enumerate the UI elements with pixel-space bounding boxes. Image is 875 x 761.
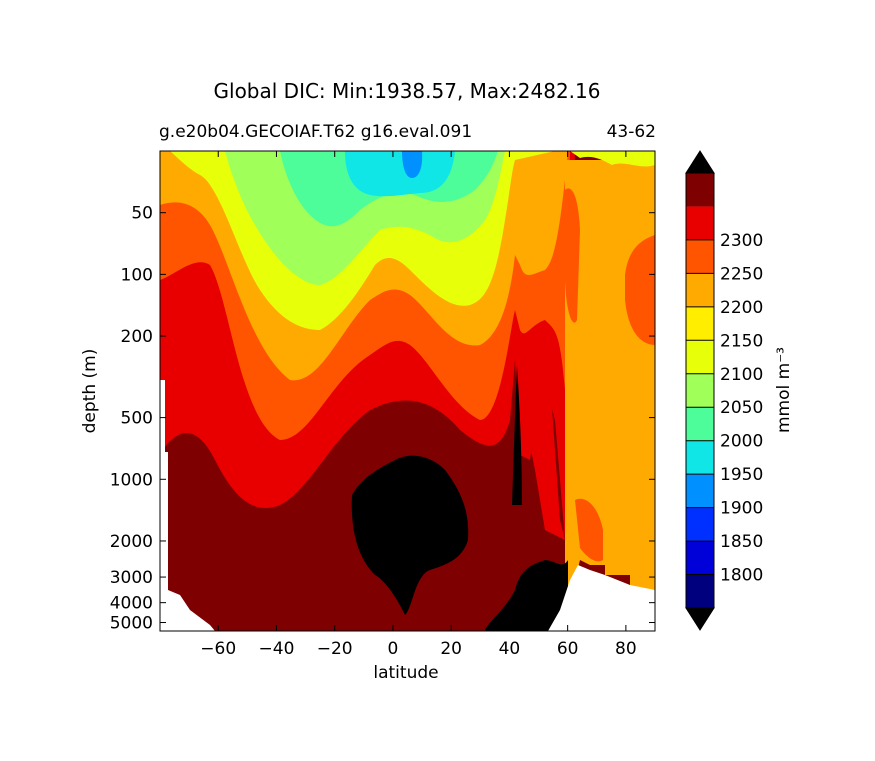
x-tick-label: 60: [557, 639, 579, 659]
colorbar-segment: [686, 239, 714, 274]
arctic-band-2250: [625, 235, 655, 345]
colorbar-segment: [686, 440, 714, 475]
core-extreme-deep: [351, 455, 469, 615]
chart-title: Global DIC: Min:1938.57, Max:2482.16: [214, 79, 601, 103]
y-tick-label: 100: [121, 265, 153, 285]
colorbar-tick-label: 2200: [720, 298, 763, 318]
y-tick-label: 200: [121, 327, 153, 347]
bathymetry-mask-arctic: [548, 565, 655, 631]
plot-area: [160, 151, 655, 631]
colorbar-segment: [686, 173, 714, 207]
core-extreme-north: [485, 560, 568, 631]
x-tick-label: 40: [499, 639, 521, 659]
colorbar-frame: [685, 172, 715, 609]
colorbar-segment: [686, 306, 714, 341]
colorbar-tick-label: 2100: [720, 365, 763, 385]
x-tick-label: −20: [317, 639, 353, 659]
x-tick-label: 80: [615, 639, 637, 659]
colorbar-segment: [686, 340, 714, 374]
colorbar-segment: [686, 273, 714, 307]
y-axis-label: depth (m): [80, 349, 100, 434]
x-tick-label: 0: [388, 639, 399, 659]
arctic-band-2150: [570, 151, 655, 167]
colorbar-tick-label: 2250: [720, 264, 763, 284]
plot-frame: [159, 150, 656, 632]
y-tick-label: 50: [131, 204, 153, 224]
bathymetry-mask: [160, 452, 215, 631]
y-tick-label: 4000: [110, 594, 153, 614]
colorbar-tick-label: 1950: [720, 465, 763, 485]
colorbar-tick-label: 2300: [720, 231, 763, 251]
chart-subtitle-left: g.e20b04.GECOIAF.T62 g16.eval.091: [159, 122, 472, 142]
colorbar-tick-label: 1800: [720, 566, 763, 586]
colorbar-tick-label: 1900: [720, 499, 763, 519]
core-extreme-column: [512, 365, 522, 505]
colorbar-tick-label: 2050: [720, 398, 763, 418]
colorbar-extend-high: [685, 150, 715, 174]
band-2000: [345, 151, 455, 197]
colorbar-tick-label: 1850: [720, 532, 763, 552]
x-tick-label: −40: [259, 639, 295, 659]
bathymetry-mask-south: [160, 380, 165, 452]
x-axis-label: latitude: [373, 663, 438, 683]
y-tick-label: 2000: [110, 532, 153, 552]
colorbar-tick-label: 2000: [720, 432, 763, 452]
colorbar-segment: [686, 206, 714, 240]
colorbar-segment: [686, 507, 714, 542]
arctic-band-2250-deep: [575, 498, 603, 562]
x-tick-label: 20: [440, 639, 462, 659]
colorbar: 1800 1850 1900 1950 2000 2050 2100 2150 2200 2250…: [685, 150, 763, 631]
north-red-tongue: [520, 357, 565, 540]
y-tick-label: 500: [121, 409, 153, 429]
chart-subtitle-right: 43-62: [607, 122, 656, 142]
colorbar-segment: [686, 373, 714, 408]
colorbar-segment: [686, 407, 714, 441]
arctic-band-2250-shelf: [565, 188, 580, 323]
y-tick-label: 3000: [110, 568, 153, 588]
x-axis: −60 −40 −20 0 20 40 60 80: [200, 151, 637, 659]
y-tick-label: 1000: [110, 470, 153, 490]
colorbar-extend-low: [685, 607, 715, 631]
y-tick-label: 5000: [110, 614, 153, 634]
band-1950: [402, 151, 423, 178]
colorbar-segment: [686, 574, 714, 608]
colorbar-tick-label: 2150: [720, 331, 763, 351]
colorbar-segment: [686, 541, 714, 575]
x-tick-label: −60: [200, 639, 236, 659]
colorbar-segment: [686, 474, 714, 508]
colorbar-label: mmol m⁻³: [774, 347, 794, 433]
